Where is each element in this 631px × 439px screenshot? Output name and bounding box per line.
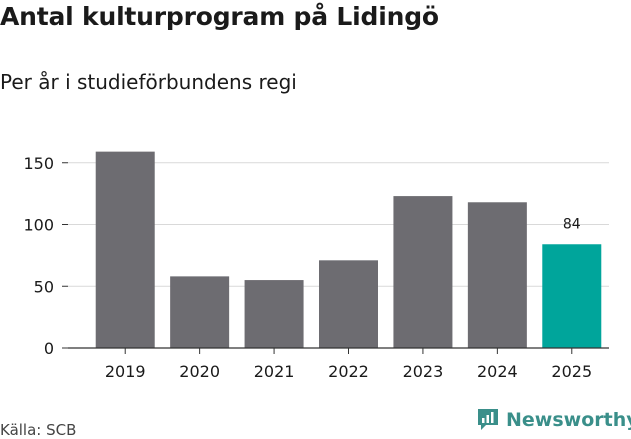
bar-2022 bbox=[319, 260, 378, 348]
bar-2019 bbox=[95, 151, 155, 348]
bar-2025 bbox=[542, 244, 602, 348]
brand-logo: Newsworthy bbox=[476, 407, 631, 433]
bar-2020 bbox=[170, 276, 230, 348]
bar-2024 bbox=[467, 202, 527, 348]
data-label-2025: 84 bbox=[563, 216, 581, 232]
brand-name: Newsworthy bbox=[506, 409, 631, 431]
bar-2023 bbox=[393, 196, 453, 348]
x-tick-label-2024: 2024 bbox=[477, 362, 518, 381]
x-tick-label-2021: 2021 bbox=[254, 362, 295, 381]
bar-2021 bbox=[244, 280, 304, 348]
bars bbox=[95, 151, 602, 348]
x-tick-label-2020: 2020 bbox=[179, 362, 220, 381]
x-tick-label-2019: 2019 bbox=[105, 362, 146, 381]
y-tick-label: 50 bbox=[34, 277, 54, 296]
axes bbox=[62, 162, 609, 354]
bar-chart: 0 50 100 150 2019 2020 2021 2022 2023 2024 2025 84 bbox=[23, 151, 609, 381]
x-tick-label-2022: 2022 bbox=[328, 362, 369, 381]
labels: 0 50 100 150 2019 2020 2021 2022 2023 2024 2025 84 bbox=[23, 154, 592, 381]
chart-subtitle: Per år i studieförbundens regi bbox=[0, 70, 297, 94]
y-tick-label: 100 bbox=[23, 216, 54, 235]
source-note: Källa: SCB bbox=[0, 421, 77, 439]
chart-title: Antal kulturprogram på Lidingö bbox=[0, 2, 439, 31]
y-tick-label: 0 bbox=[44, 339, 54, 358]
x-tick-label-2025: 2025 bbox=[551, 362, 592, 381]
newsworthy-logo-icon bbox=[478, 409, 498, 430]
y-tick-label: 150 bbox=[23, 154, 54, 173]
x-tick-label-2023: 2023 bbox=[403, 362, 444, 381]
